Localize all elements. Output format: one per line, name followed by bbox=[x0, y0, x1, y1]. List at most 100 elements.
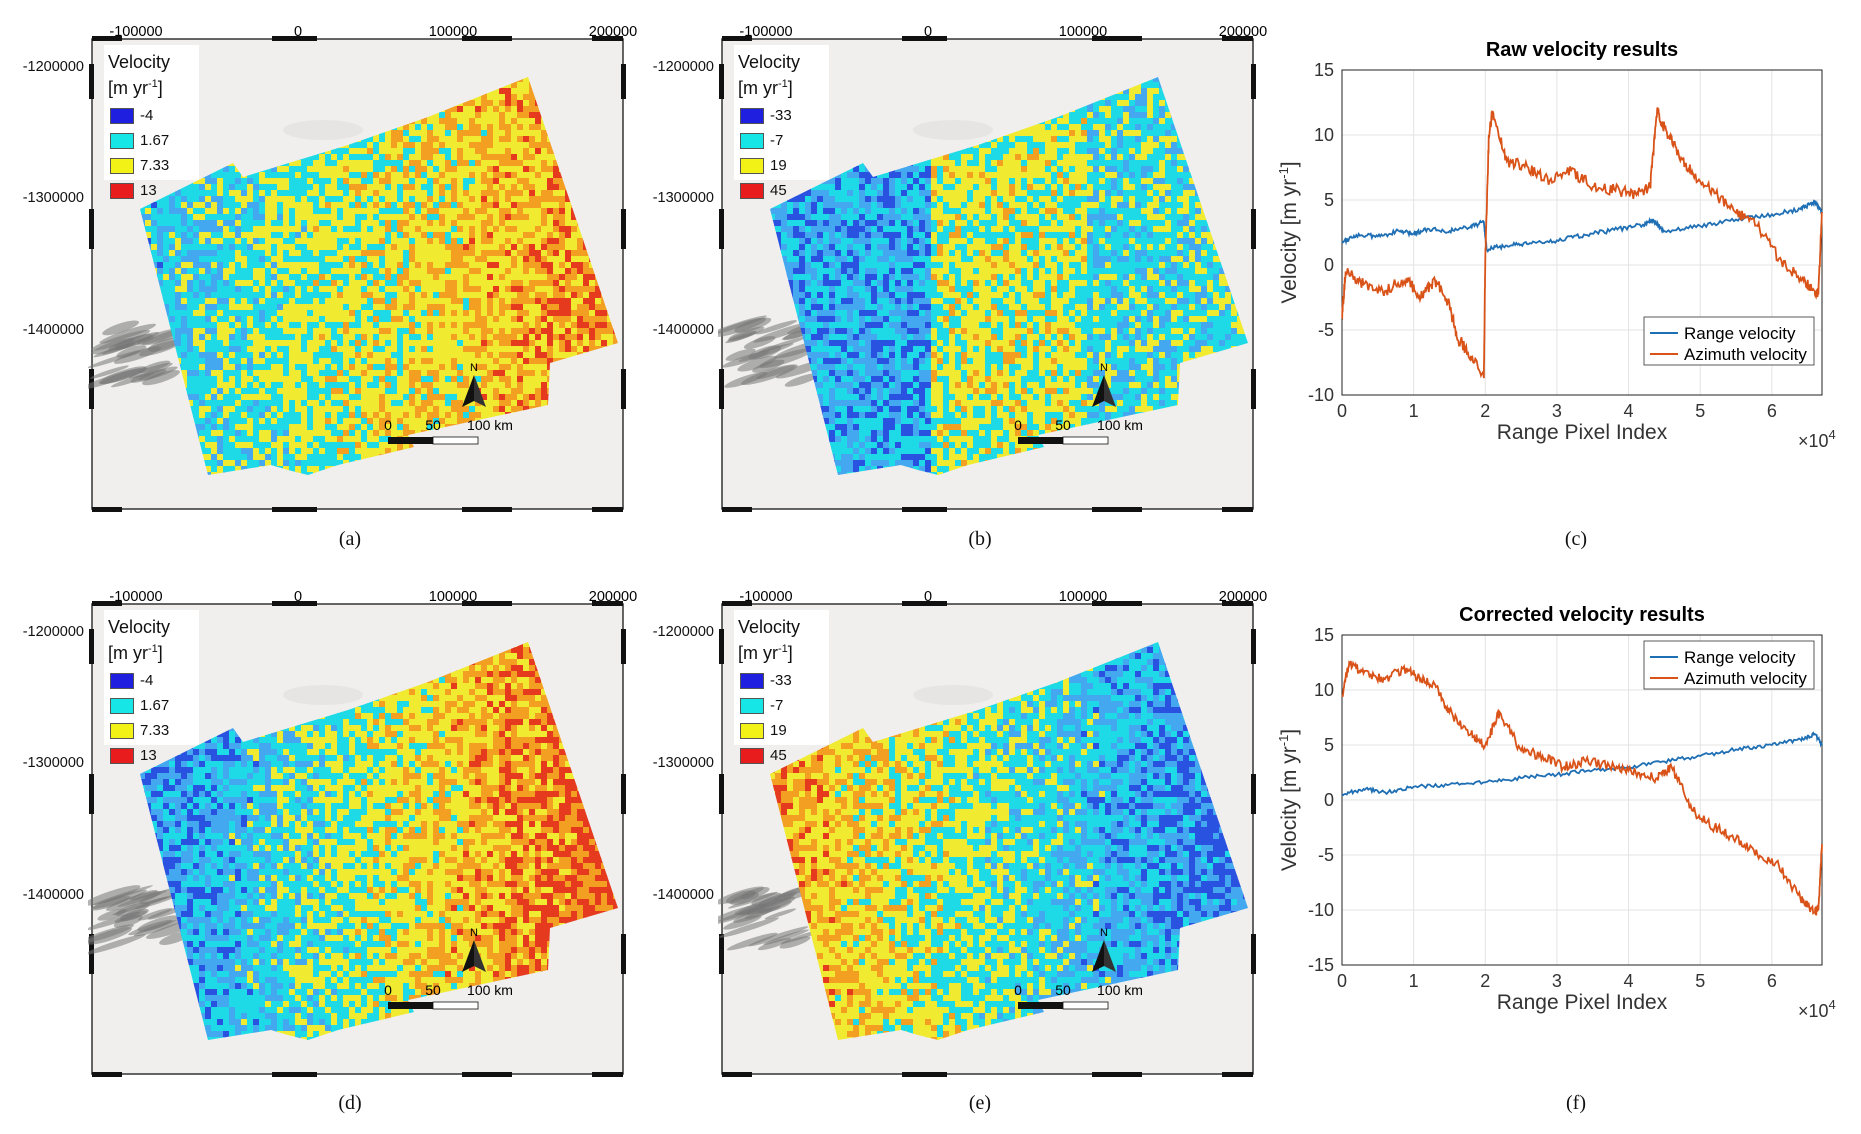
map-left-tick: -1200000 bbox=[14, 59, 84, 75]
map-left-tick: -1400000 bbox=[14, 887, 84, 903]
north-arrow-icon: N bbox=[462, 362, 486, 407]
legend-label: -33 bbox=[770, 672, 792, 689]
legend-label: 19 bbox=[770, 157, 787, 174]
map-left-tick: -1400000 bbox=[644, 887, 714, 903]
y-tick-label: 15 bbox=[1314, 60, 1334, 80]
legend-label: 45 bbox=[770, 182, 787, 199]
scale-bar: 0 50 100 km bbox=[384, 982, 513, 1010]
x-axis-label: Range Pixel Index bbox=[1497, 991, 1668, 1014]
legend-title: Velocity [m yr-1] bbox=[738, 616, 829, 664]
caption-d: (d) bbox=[320, 1092, 380, 1115]
map-top-tick: -100000 bbox=[109, 25, 162, 40]
legend-item: 13 bbox=[110, 743, 199, 768]
legend-item: 7.33 bbox=[110, 153, 199, 178]
legend-label: 13 bbox=[140, 747, 157, 764]
legend-item: -7 bbox=[740, 128, 829, 153]
map-left-tick: -1200000 bbox=[14, 624, 84, 640]
chart-legend: Range velocity Azimuth velocity bbox=[1643, 316, 1815, 366]
legend-item: 19 bbox=[740, 718, 829, 743]
x-tick-label: 4 bbox=[1624, 401, 1634, 421]
map-top-tick: 100000 bbox=[1059, 25, 1107, 40]
legend-item: 13 bbox=[110, 178, 199, 203]
legend-title: Velocity [m yr-1] bbox=[108, 51, 199, 99]
chart-corrected-velocity: Corrected velocity results 0 1 2 3 4 5 6 -15 -10 -… bbox=[1276, 604, 1836, 1021]
chart-panel-f: Corrected velocity results 0 1 2 3 4 5 6 -15 -10 -… bbox=[1270, 590, 1860, 1040]
legend-label: 1.67 bbox=[140, 132, 169, 149]
map-left-tick: -1300000 bbox=[644, 755, 714, 771]
map-left-tick: -1300000 bbox=[14, 190, 84, 206]
legend-item: 45 bbox=[740, 178, 829, 203]
legend-label: -4 bbox=[140, 672, 153, 689]
legend-item: -4 bbox=[110, 668, 199, 693]
caption-b: (b) bbox=[950, 528, 1010, 551]
map-top-tick: -100000 bbox=[739, 590, 792, 605]
legend-swatch bbox=[740, 697, 764, 714]
series-line-range bbox=[1341, 199, 1823, 254]
north-arrow-icon: N bbox=[462, 927, 486, 972]
x-tick-label: 6 bbox=[1767, 971, 1777, 991]
x-tick-label: 2 bbox=[1480, 971, 1490, 991]
x-tick-label: 3 bbox=[1552, 971, 1562, 991]
x-multiplier: ×104 bbox=[1798, 997, 1836, 1021]
legend-swatch bbox=[740, 722, 764, 739]
y-tick-label: 5 bbox=[1324, 190, 1334, 210]
x-tick-label: 6 bbox=[1767, 401, 1777, 421]
x-multiplier: ×104 bbox=[1798, 427, 1836, 451]
y-tick-label: 0 bbox=[1324, 790, 1334, 810]
map-top-tick: 200000 bbox=[1219, 590, 1267, 605]
series-line-range bbox=[1341, 731, 1823, 797]
velocity-map-e: -100000 0 100000 200000 N 0 50 100 km bbox=[718, 590, 1267, 1077]
map-top-tick: 100000 bbox=[429, 590, 477, 605]
velocity-map-b: -100000 0 100000 200000 N 0 50 100 km bbox=[718, 25, 1267, 512]
legend-title: Velocity [m yr-1] bbox=[108, 616, 199, 664]
legend-label: 19 bbox=[770, 722, 787, 739]
map-top-tick: 200000 bbox=[589, 590, 637, 605]
legend-swatch bbox=[110, 697, 134, 714]
chart-title: Raw velocity results bbox=[1486, 39, 1678, 61]
caption-a: (a) bbox=[320, 528, 380, 551]
map-legend: Velocity [m yr-1] -4 1.67 7.33 13 bbox=[104, 610, 199, 764]
map-legend: Velocity [m yr-1] -33 -7 19 45 bbox=[734, 610, 829, 764]
north-arrow-icon: N bbox=[1092, 927, 1116, 972]
chart-legend: Range velocity Azimuth velocity bbox=[1643, 640, 1815, 690]
map-top-tick: 0 bbox=[294, 25, 302, 40]
legend-swatch bbox=[740, 747, 764, 764]
legend-item: -7 bbox=[740, 693, 829, 718]
series-line-azimuth bbox=[1341, 660, 1823, 916]
map-top-tick: 0 bbox=[294, 590, 302, 605]
legend-label: -33 bbox=[770, 107, 792, 124]
y-tick-label: 15 bbox=[1314, 625, 1334, 645]
legend-swatch bbox=[740, 132, 764, 149]
legend-label: 45 bbox=[770, 747, 787, 764]
caption-e: (e) bbox=[950, 1092, 1010, 1115]
legend-swatch bbox=[740, 157, 764, 174]
y-tick-label: -5 bbox=[1318, 845, 1334, 865]
map-top-tick: 0 bbox=[924, 590, 932, 605]
map-panel-e: -100000 0 100000 200000 N 0 50 100 km Velocity … bbox=[718, 590, 1278, 1080]
map-panel-b: -100000 0 100000 200000 N 0 50 100 km Velocity … bbox=[718, 25, 1278, 515]
x-axis-label: Range Pixel Index bbox=[1497, 421, 1668, 444]
x-tick-label: 5 bbox=[1695, 971, 1705, 991]
map-left-tick: -1300000 bbox=[644, 190, 714, 206]
legend-item: 1.67 bbox=[110, 693, 199, 718]
legend-label: 13 bbox=[140, 182, 157, 199]
map-top-tick: -100000 bbox=[739, 25, 792, 40]
legend-entry: Azimuth velocity bbox=[1684, 669, 1807, 688]
chart-panel-c: Raw velocity results 0 1 2 3 4 5 6 -10 -5 0 5 10 15 Ra… bbox=[1270, 25, 1860, 470]
x-tick-label: 4 bbox=[1624, 971, 1634, 991]
legend-title: Velocity [m yr-1] bbox=[738, 51, 829, 99]
legend-swatch bbox=[110, 722, 134, 739]
x-tick-label: 1 bbox=[1409, 401, 1419, 421]
y-tick-label: -15 bbox=[1308, 955, 1334, 975]
x-tick-label: 0 bbox=[1337, 401, 1347, 421]
scale-bar: 0 50 100 km bbox=[1014, 417, 1143, 445]
map-panel-a: -100000 0 100000 200000 N 0 50 100 km Velocity … bbox=[88, 25, 648, 515]
y-tick-label: 10 bbox=[1314, 680, 1334, 700]
map-top-tick: 100000 bbox=[429, 25, 477, 40]
map-top-tick: 0 bbox=[924, 25, 932, 40]
caption-c: (c) bbox=[1546, 528, 1606, 551]
map-left-tick: -1200000 bbox=[644, 624, 714, 640]
legend-item: 7.33 bbox=[110, 718, 199, 743]
map-left-tick: -1400000 bbox=[14, 322, 84, 338]
map-panel-d: -100000 0 100000 200000 N 0 50 100 km Velocity … bbox=[88, 590, 648, 1080]
